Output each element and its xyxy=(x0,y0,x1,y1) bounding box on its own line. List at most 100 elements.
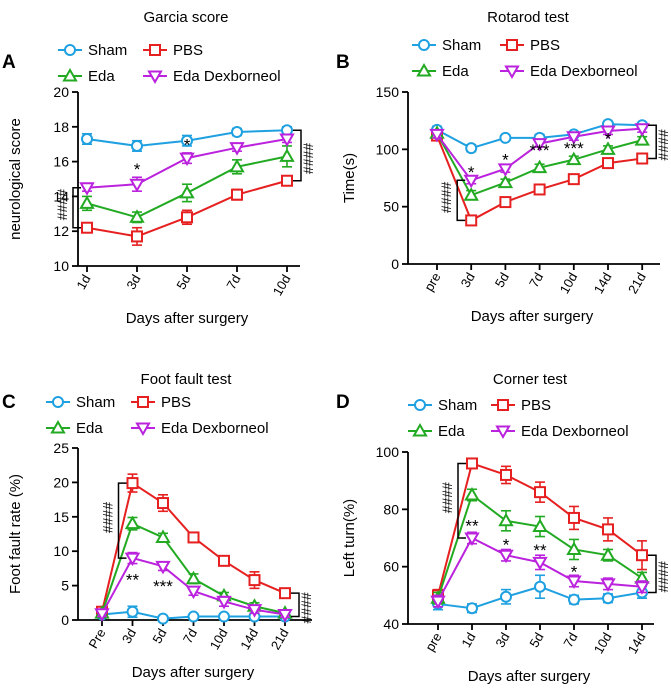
data-point-pbs xyxy=(500,197,510,207)
data-point-sham xyxy=(467,603,477,613)
y-tick-label: 100 xyxy=(376,444,400,460)
data-point-sham xyxy=(466,143,476,153)
y-tick-label: 18 xyxy=(53,119,69,135)
legend-label-eda: Eda xyxy=(88,68,115,85)
legend-label-pbs: PBS xyxy=(521,397,551,414)
data-point-pbs xyxy=(569,513,579,523)
x-tick-label: pre xyxy=(421,270,443,294)
panel-d: DCorner test406080100pre 1d 3d 5d 7d 10d 14dLe… xyxy=(336,371,671,685)
y-tick-label: 20 xyxy=(53,84,69,100)
legend-marker-pbs xyxy=(498,400,508,410)
data-point-sham xyxy=(132,141,142,151)
bracket-hash-label: #### xyxy=(300,143,316,174)
data-point-eda xyxy=(181,187,193,198)
data-point-pbs xyxy=(232,190,242,200)
panel-letter: D xyxy=(336,392,350,413)
legend-marker-pbs xyxy=(150,45,160,55)
panel-b: BRotarod test050100150pre 3d 5d 7d 10d 14d 21d… xyxy=(336,9,671,325)
data-point-eda xyxy=(466,489,478,500)
legend: Sham PBS Eda Eda Dexborneol xyxy=(58,42,281,85)
y-axis-label: neurological score xyxy=(7,118,24,240)
x-tick-label: 21d xyxy=(268,626,292,652)
x-tick-label: 7d xyxy=(180,626,200,646)
chart-title: Garcia score xyxy=(143,9,228,26)
legend-marker-sham xyxy=(65,45,75,55)
data-point-sham xyxy=(501,592,511,602)
axes xyxy=(402,92,660,270)
legend-label-dex: Eda Dexborneol xyxy=(173,68,281,85)
data-point-sham xyxy=(535,582,545,592)
axes xyxy=(72,92,300,272)
figure-canvas: AGarcia score1012141618201d 3d 5d 7d 10dneur… xyxy=(0,0,671,692)
data-point-pbs xyxy=(535,184,545,194)
y-tick-label: 0 xyxy=(61,612,69,628)
chart-title: Corner test xyxy=(493,371,568,388)
y-tick-label: 40 xyxy=(383,616,399,632)
significance-stars: *** xyxy=(153,577,173,596)
x-axis-label: Days after surgery xyxy=(132,664,255,681)
data-point-pbs xyxy=(637,550,647,560)
x-axis-label: Days after surgery xyxy=(471,308,594,325)
data-point-pbs xyxy=(501,470,511,480)
legend-label-sham: Sham xyxy=(88,42,127,59)
legend-label-eda: Eda xyxy=(442,63,469,80)
y-tick-label: 15 xyxy=(53,509,69,525)
data-point-pbs xyxy=(250,575,260,585)
data-point-pbs xyxy=(280,588,290,598)
data-point-dex xyxy=(81,183,93,194)
legend: Sham PBS Eda Eda Dexborneol xyxy=(408,397,629,440)
significance-stars: ** xyxy=(533,541,547,560)
significance-stars: * xyxy=(571,563,578,582)
data-point-sham xyxy=(603,593,613,603)
y-tick-label: 0 xyxy=(391,256,399,272)
bracket-hash-label: #### xyxy=(100,502,116,533)
bracket-hash-label: #### xyxy=(438,182,454,213)
legend-marker-sham xyxy=(53,397,63,407)
data-point-pbs xyxy=(535,487,545,497)
y-tick-label: 25 xyxy=(53,440,69,456)
significance-stars: * xyxy=(503,535,510,554)
x-tick-label: 5d xyxy=(526,630,546,650)
data-point-sham xyxy=(82,134,92,144)
significance-stars: ** xyxy=(465,517,479,536)
legend-marker-sham xyxy=(419,40,429,50)
data-point-sham xyxy=(500,133,510,143)
bracket-hash-label: #### xyxy=(439,482,455,513)
x-tick-label: 3d xyxy=(492,630,512,650)
legend-label-dex: Eda Dexborneol xyxy=(521,423,629,440)
data-point-pbs xyxy=(637,154,647,164)
chart-title: Foot fault test xyxy=(141,371,233,388)
chart-title: Rotarod test xyxy=(487,9,570,26)
x-tick-label: 14d xyxy=(591,270,615,296)
significance-stars: * xyxy=(468,163,475,182)
y-tick-label: 100 xyxy=(376,141,400,157)
x-tick-label: pre xyxy=(422,630,444,654)
data-point-eda xyxy=(127,518,139,529)
y-tick-label: 10 xyxy=(53,543,69,559)
data-point-eda xyxy=(81,197,93,208)
legend-label-dex: Eda Dexborneol xyxy=(161,420,269,437)
significance-stars: *** xyxy=(564,139,584,158)
x-tick-label: 10d xyxy=(207,626,231,652)
data-point-pbs xyxy=(189,532,199,542)
x-tick-label: Pre xyxy=(85,626,108,651)
x-tick-label: 7d xyxy=(526,270,546,290)
legend-marker-sham xyxy=(415,400,425,410)
x-tick-label: 3d xyxy=(458,270,478,290)
panel-letter: B xyxy=(336,52,350,73)
data-point-sham xyxy=(232,127,242,137)
data-point-pbs xyxy=(219,556,229,566)
y-tick-label: 50 xyxy=(383,199,399,215)
y-tick-label: 150 xyxy=(376,84,400,100)
series-sham xyxy=(433,575,647,613)
data-point-sham xyxy=(189,612,199,622)
y-tick-label: 60 xyxy=(383,559,399,575)
x-tick-label: 5d xyxy=(173,272,193,292)
y-tick-label: 5 xyxy=(61,578,69,594)
x-axis-label: Days after surgery xyxy=(126,310,249,327)
legend-marker-pbs xyxy=(138,397,148,407)
x-tick-label: 14d xyxy=(237,626,261,652)
significance-stars: *** xyxy=(530,141,550,160)
significance-stars: * xyxy=(502,150,509,169)
x-tick-label: 10d xyxy=(591,630,615,656)
